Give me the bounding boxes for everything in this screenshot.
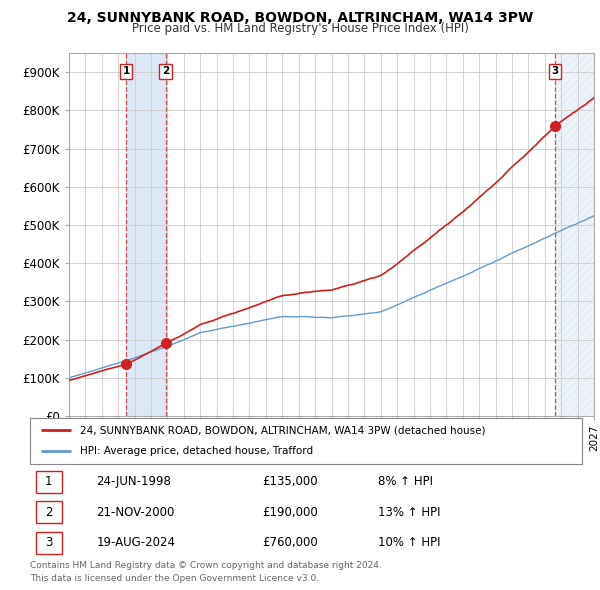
Text: 24, SUNNYBANK ROAD, BOWDON, ALTRINCHAM, WA14 3PW: 24, SUNNYBANK ROAD, BOWDON, ALTRINCHAM, … [67,11,533,25]
FancyBboxPatch shape [35,502,62,523]
Text: 8% ↑ HPI: 8% ↑ HPI [378,476,433,489]
Text: Price paid vs. HM Land Registry's House Price Index (HPI): Price paid vs. HM Land Registry's House … [131,22,469,35]
Text: 2: 2 [45,506,53,519]
Text: 10% ↑ HPI: 10% ↑ HPI [378,536,440,549]
Text: 1: 1 [45,476,53,489]
Text: HPI: Average price, detached house, Trafford: HPI: Average price, detached house, Traf… [80,446,313,456]
FancyBboxPatch shape [35,532,62,554]
Text: 3: 3 [551,66,559,76]
Text: £135,000: £135,000 [262,476,317,489]
Text: 2: 2 [162,66,169,76]
Text: 3: 3 [45,536,52,549]
Text: Contains HM Land Registry data © Crown copyright and database right 2024.: Contains HM Land Registry data © Crown c… [30,561,382,570]
Text: 1: 1 [122,66,130,76]
Text: £760,000: £760,000 [262,536,317,549]
Text: 24, SUNNYBANK ROAD, BOWDON, ALTRINCHAM, WA14 3PW (detached house): 24, SUNNYBANK ROAD, BOWDON, ALTRINCHAM, … [80,425,485,435]
Text: 13% ↑ HPI: 13% ↑ HPI [378,506,440,519]
Text: 21-NOV-2000: 21-NOV-2000 [96,506,175,519]
Text: 19-AUG-2024: 19-AUG-2024 [96,536,175,549]
Text: £190,000: £190,000 [262,506,317,519]
Text: This data is licensed under the Open Government Licence v3.0.: This data is licensed under the Open Gov… [30,574,319,583]
FancyBboxPatch shape [35,471,62,493]
Text: 24-JUN-1998: 24-JUN-1998 [96,476,171,489]
Bar [555,53,594,416]
Bar [126,53,166,416]
